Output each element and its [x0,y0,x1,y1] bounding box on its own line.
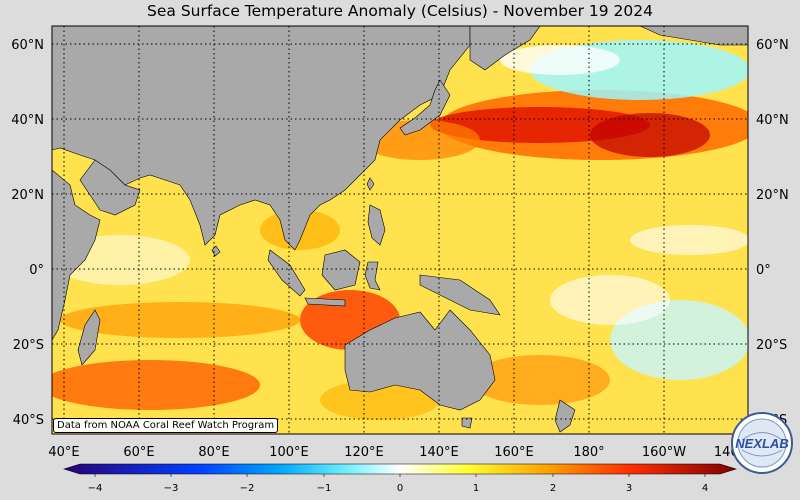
land-new-guinea [419,274,501,316]
colorbar-bar [62,463,738,475]
lon-label: 160°W [642,445,686,460]
lon-label: 40°E [48,445,79,460]
land-sri-lanka [211,245,221,257]
nexlab-logo: NEXLAB [731,412,793,474]
lat-label-right: 40°N [756,113,789,128]
colorbar: −4 −3 −2 −1 0 1 2 3 4 [62,463,738,494]
graticule [52,26,748,434]
anomaly-patch [52,360,260,410]
lat-label-right: 20°N [756,188,789,203]
land-madagascar [77,309,101,366]
lat-label-right: 0° [756,263,771,278]
land-java [304,297,346,307]
logo-text: NEXLAB [735,436,788,451]
lon-label: 120°E [344,445,384,460]
map-title: Sea Surface Temperature Anomaly (Celsius… [147,2,653,20]
lon-labels: 40°E 60°E 80°E 100°E 120°E 140°E 160°E 1… [48,445,758,460]
colorbar-tick: −1 [317,483,332,494]
land-borneo [321,249,361,291]
lat-label-left: 20°N [11,188,44,203]
data-credit: Data from NOAA Coral Reef Watch Program [53,418,279,433]
land-philippines [367,204,386,246]
anomaly-patch [590,113,710,157]
colorbar-tick: 4 [702,483,708,494]
map-frame [51,25,749,435]
colorbar-tick: −4 [88,483,103,494]
lat-label-left: 0° [29,263,44,278]
lat-label-right: 20°S [756,338,787,353]
anomaly-patch [500,45,620,75]
land-new-zealand [554,399,576,433]
lon-label: 60°E [123,445,154,460]
land-arabia [79,159,141,216]
anomaly-patch [470,355,610,405]
colorbar-tick: 1 [473,483,479,494]
land-taiwan [366,177,375,191]
lat-label-right: 60°N [756,38,789,53]
lat-label-left: 40°N [11,113,44,128]
colorbar-tick: 3 [626,483,632,494]
lat-label-left: 60°N [11,38,44,53]
lat-label-left: 20°S [13,338,44,353]
lon-label: 180° [573,445,604,460]
lat-label-left: 40°S [13,413,44,428]
land-tasmania [461,417,473,429]
colorbar-tick: 2 [550,483,556,494]
land-australia [344,309,496,411]
lon-label: 160°E [494,445,534,460]
land-alaska [639,26,748,46]
lon-label: 140°E [419,445,459,460]
colorbar-tick: −3 [164,483,179,494]
land-japan [399,79,451,136]
land-sumatra [267,249,306,297]
anomaly-patch [60,302,300,338]
lon-label: 100°E [269,445,309,460]
colorbar-tick: 0 [397,483,403,494]
colorbar-tick: −2 [240,483,255,494]
land-kamchatka [469,26,541,71]
anomaly-patch [630,225,748,255]
anomaly-patch [550,275,670,325]
lon-label: 80°E [198,445,229,460]
map-field [52,26,748,434]
